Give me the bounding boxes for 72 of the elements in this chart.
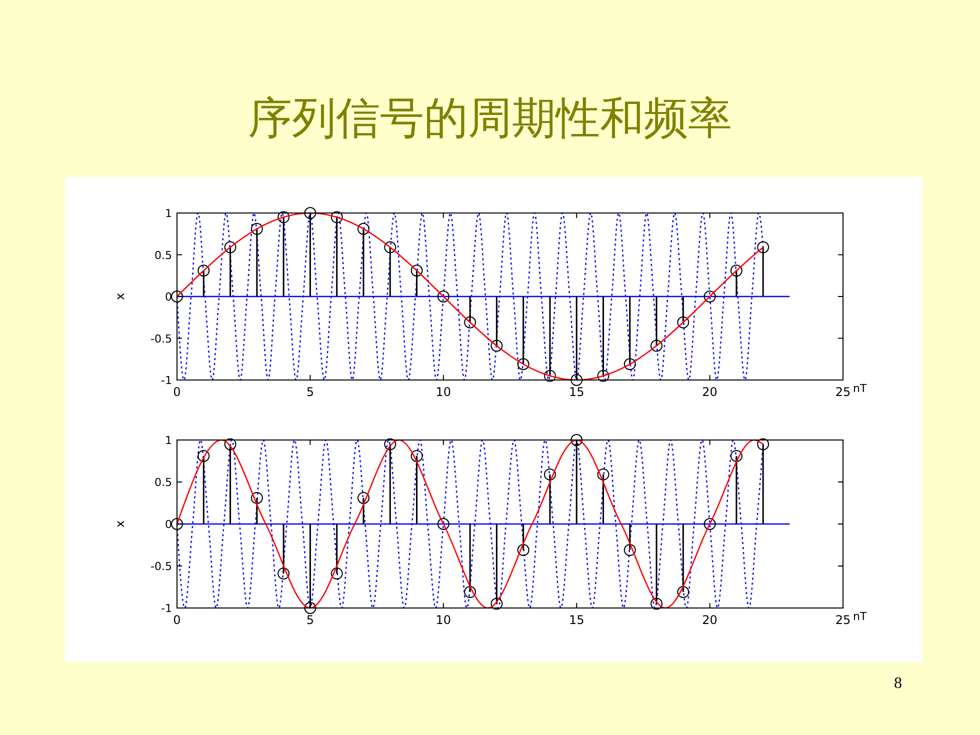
point xyxy=(357,222,370,235)
point xyxy=(171,518,183,530)
point xyxy=(198,264,210,277)
point xyxy=(677,586,690,598)
point xyxy=(384,438,396,450)
point xyxy=(517,358,530,370)
point xyxy=(624,358,636,370)
chart-title: 序列信号的周期性和频率 xyxy=(248,93,732,144)
x-tick-label: 10 xyxy=(436,385,452,399)
point xyxy=(464,586,476,598)
point xyxy=(757,241,770,254)
y-tick-label: 0.5 xyxy=(154,476,172,489)
x-tick-label: 5 xyxy=(306,385,314,399)
point xyxy=(437,518,450,530)
y-tick-label: -1 xyxy=(161,374,172,387)
point xyxy=(517,544,530,556)
point xyxy=(224,438,236,450)
point xyxy=(330,568,343,580)
point xyxy=(730,264,742,277)
text: 8 xyxy=(894,675,902,692)
point xyxy=(410,264,423,277)
x-tick-label: 20 xyxy=(702,385,718,399)
point xyxy=(597,370,610,382)
point xyxy=(384,241,396,254)
x-axis-title: nT xyxy=(853,610,867,623)
point xyxy=(464,316,476,328)
point xyxy=(704,518,716,530)
point xyxy=(544,370,556,382)
point xyxy=(624,544,636,556)
point xyxy=(570,374,583,386)
y-axis-title: x xyxy=(113,292,127,300)
point xyxy=(650,598,663,610)
x-tick-label: 25 xyxy=(835,613,851,627)
y-tick-label: 0 xyxy=(165,518,172,531)
point xyxy=(730,450,742,462)
point xyxy=(677,316,690,328)
x-tick-label: 15 xyxy=(568,613,584,627)
point xyxy=(304,207,316,219)
point xyxy=(278,568,290,580)
point xyxy=(757,438,770,450)
y-tick-label: -0.5 xyxy=(150,332,172,346)
point xyxy=(304,602,316,614)
point xyxy=(597,468,610,480)
point xyxy=(250,492,263,504)
x-tick-label: 25 xyxy=(835,385,851,399)
point xyxy=(410,450,423,462)
point xyxy=(278,211,290,224)
y-tick-label: 1 xyxy=(165,207,172,220)
point xyxy=(171,290,183,302)
x-tick-label: 10 xyxy=(436,613,452,627)
y-tick-label: -0.5 xyxy=(150,560,172,573)
point xyxy=(570,434,583,446)
point xyxy=(198,450,210,462)
x-axis-title: nT xyxy=(853,382,867,395)
y-tick-label: 1 xyxy=(165,434,172,447)
y-tick-label: -1 xyxy=(161,602,172,615)
point xyxy=(704,290,716,302)
y-tick-label: 0.5 xyxy=(154,248,172,262)
point xyxy=(357,492,370,504)
point xyxy=(490,340,503,352)
point xyxy=(224,241,236,254)
x-tick-label: 20 xyxy=(702,613,718,627)
point xyxy=(490,598,503,610)
y-tick-label: 0 xyxy=(165,290,172,304)
point xyxy=(330,211,343,224)
x-tick-label: 5 xyxy=(306,613,314,627)
x-tick-label: 15 xyxy=(568,385,584,399)
point xyxy=(250,222,263,235)
point xyxy=(544,468,556,480)
point xyxy=(437,290,450,302)
point xyxy=(650,340,663,352)
y-axis-title: x xyxy=(113,520,127,528)
